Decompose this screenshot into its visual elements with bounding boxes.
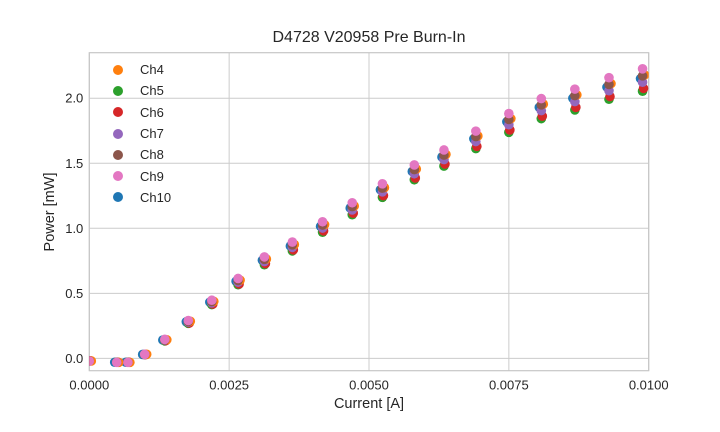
legend-item-ch7: Ch7 bbox=[113, 123, 171, 144]
data-point-ch9 bbox=[536, 93, 547, 104]
legend-item-ch6: Ch6 bbox=[113, 102, 171, 123]
x-tick-label: 0.0050 bbox=[349, 378, 389, 393]
x-tick-label: 0.0075 bbox=[489, 378, 529, 393]
data-point-ch9 bbox=[317, 216, 328, 227]
data-point-ch9 bbox=[409, 160, 420, 170]
data-point-ch9 bbox=[89, 356, 95, 366]
plot-border bbox=[88, 52, 650, 372]
data-point-ch9 bbox=[504, 108, 514, 119]
x-tick-label: 0.0000 bbox=[69, 378, 109, 393]
data-point-ch9 bbox=[183, 315, 194, 326]
legend-label: Ch10 bbox=[140, 189, 172, 205]
legend-marker-icon bbox=[113, 149, 123, 160]
y-tick-label: 2.0 bbox=[65, 91, 83, 106]
x-axis-label: Current [A] bbox=[333, 396, 405, 412]
data-point-ch9 bbox=[123, 357, 133, 368]
data-point-ch9 bbox=[111, 357, 122, 368]
scatter-points bbox=[89, 64, 649, 368]
legend-marker-icon bbox=[113, 171, 123, 182]
legend-label: Ch7 bbox=[140, 126, 164, 142]
data-point-ch9 bbox=[233, 273, 243, 284]
x-tick-label: 0.0100 bbox=[629, 378, 669, 393]
legend-label: Ch9 bbox=[140, 168, 164, 184]
data-point-ch8 bbox=[604, 79, 614, 90]
data-point-ch9 bbox=[471, 126, 481, 136]
data-point-ch9 bbox=[604, 72, 614, 83]
legend-label: Ch6 bbox=[140, 104, 164, 120]
y-tick-label: 1.5 bbox=[65, 156, 83, 171]
data-point-ch9 bbox=[570, 84, 580, 94]
legend-item-ch8: Ch8 bbox=[113, 144, 171, 165]
data-point-ch9 bbox=[160, 334, 170, 345]
legend-marker-icon bbox=[113, 64, 123, 75]
legend-marker-icon bbox=[113, 128, 123, 139]
data-point-ch9 bbox=[439, 145, 449, 155]
legend-item-ch5: Ch5 bbox=[113, 80, 171, 101]
legend-marker-icon bbox=[113, 107, 123, 118]
data-point-ch9 bbox=[139, 349, 150, 360]
y-axis-label: Power [mW] bbox=[42, 172, 58, 252]
data-point-ch9 bbox=[287, 237, 298, 247]
legend-marker-icon bbox=[113, 192, 123, 203]
data-point-ch8 bbox=[637, 71, 648, 81]
legend-label: Ch4 bbox=[140, 62, 164, 78]
y-tick-label: 0.5 bbox=[65, 286, 83, 301]
legend-label: Ch8 bbox=[140, 147, 164, 163]
data-point-ch9 bbox=[637, 64, 648, 74]
data-point-ch9 bbox=[259, 252, 270, 262]
data-point-ch9 bbox=[377, 179, 388, 189]
data-point-ch9 bbox=[207, 295, 217, 306]
legend-marker-icon bbox=[113, 85, 123, 96]
data-point-ch9 bbox=[347, 197, 358, 208]
legend-item-ch10: Ch10 bbox=[113, 187, 171, 208]
legend: Ch4 Ch5 Ch6 Ch7 Ch8 Ch9 Ch10 bbox=[113, 59, 171, 208]
legend-item-ch4: Ch4 bbox=[113, 59, 171, 80]
x-tick-label: 0.0025 bbox=[209, 378, 249, 393]
legend-item-ch9: Ch9 bbox=[113, 165, 171, 186]
y-tick-label: 0.0 bbox=[65, 351, 83, 366]
y-tick-label: 1.0 bbox=[65, 221, 83, 236]
legend-label: Ch5 bbox=[140, 83, 164, 99]
chart-title: D4728 V20958 Pre Burn-In bbox=[272, 29, 466, 46]
